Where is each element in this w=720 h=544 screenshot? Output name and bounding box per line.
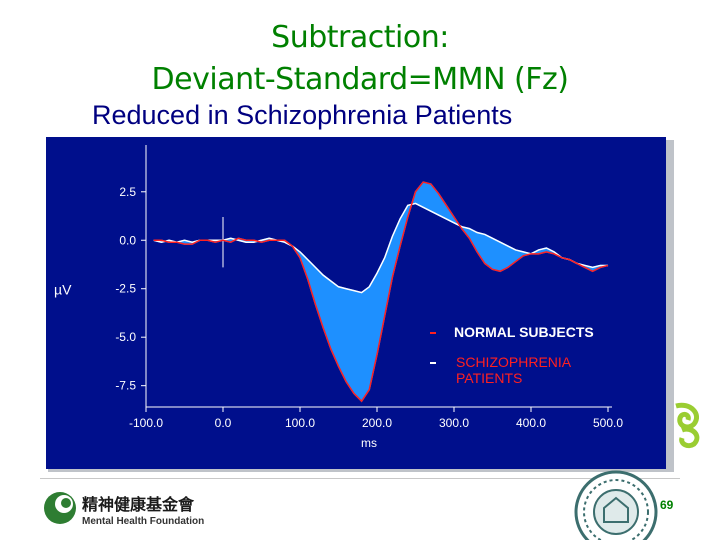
page-number: 69: [660, 498, 674, 512]
university-seal-icon: [570, 464, 662, 544]
x-tick-label: 100.0: [285, 416, 315, 430]
x-tick-label: 500.0: [593, 416, 623, 430]
footer-divider: [40, 478, 680, 479]
leaf-decoration-icon: [668, 400, 708, 450]
slide-subtitle: Reduced in Schizophrenia Patients: [92, 100, 513, 130]
mental-health-foundation-logo: 精神健康基金會 Mental Health Foundation: [40, 484, 220, 530]
y-tick-label: 0.0: [119, 233, 136, 247]
y-axis-label: µV: [54, 282, 72, 298]
x-tick-label: 200.0: [362, 416, 392, 430]
x-tick-label: 0.0: [215, 416, 232, 430]
logo-english-text: Mental Health Foundation: [82, 516, 204, 527]
y-tick-label: -5.0: [115, 330, 136, 344]
slide-title-line-1: Subtraction:: [271, 20, 449, 55]
slide-title-line-2: Deviant-Standard=MMN (Fz): [151, 62, 569, 97]
x-tick-label: -100.0: [129, 416, 163, 430]
legend-label-schizophrenia-patients: SCHIZOPHRENIA PATIENTS: [456, 354, 572, 386]
x-axis-label: ms: [361, 436, 377, 450]
series-lines-layer: [153, 181, 609, 403]
mmn-chart: 2.5 0.0 -2.5 -5.0 -7.5 -100.0 0.0 100.0 200.0 300…: [54, 145, 623, 450]
axes-layer: 2.5 0.0 -2.5 -5.0 -7.5 -100.0 0.0 100.0 200.0 300…: [54, 145, 623, 450]
y-tick-label: -7.5: [115, 379, 136, 393]
x-tick-label: 300.0: [439, 416, 469, 430]
legend-label-normal-subjects: NORMAL SUBJECTS: [454, 324, 594, 340]
series-line-normal-subjects: [153, 181, 609, 403]
logo-chinese-text: 精神健康基金會: [82, 495, 195, 514]
y-tick-label: 2.5: [119, 185, 136, 199]
y-tick-label: -2.5: [115, 282, 136, 296]
mmn-chart-panel: 2.5 0.0 -2.5 -5.0 -7.5 -100.0 0.0 100.0 200.0 300…: [46, 137, 666, 469]
x-tick-label: 400.0: [516, 416, 546, 430]
legend: NORMAL SUBJECTS SCHIZOPHRENIA PATIENTS: [430, 324, 594, 386]
